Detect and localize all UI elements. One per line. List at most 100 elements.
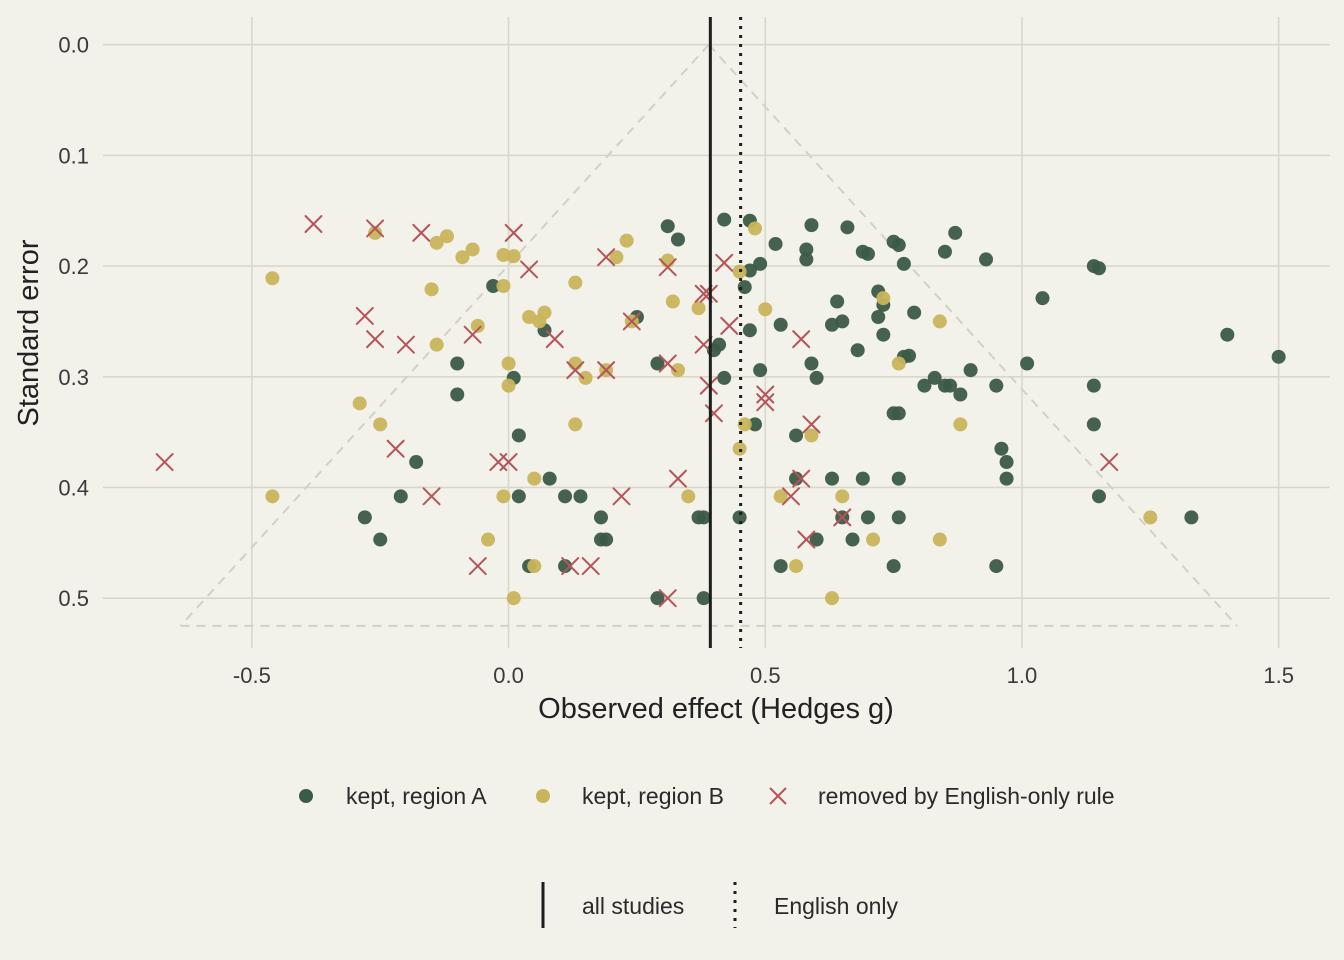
point-removed	[499, 453, 518, 472]
point-region-b	[506, 591, 521, 606]
point-region-b	[265, 271, 280, 286]
point-region-a	[891, 406, 906, 421]
point-region-b	[465, 242, 480, 257]
y-axis-title: Standard error	[13, 239, 45, 426]
point-region-a	[1086, 378, 1101, 393]
x-axis-title: Observed effect (Hedges g)	[538, 693, 894, 725]
point-removed	[355, 306, 374, 325]
point-region-a	[558, 559, 573, 574]
y-axis-ticks: 0.0 0.1 0.2 0.3 0.4 0.5	[58, 33, 89, 612]
point-region-a	[660, 219, 675, 234]
point-region-a	[840, 220, 855, 235]
point-region-a	[825, 471, 840, 486]
point-region-a	[891, 510, 906, 525]
point-removed	[386, 439, 405, 458]
point-region-a	[979, 252, 994, 267]
point-region-a	[1220, 327, 1235, 342]
point-region-a	[742, 323, 757, 338]
point-region-a	[860, 510, 875, 525]
point-region-a	[855, 471, 870, 486]
point-region-b	[670, 363, 685, 378]
x-tick-label: 0.0	[493, 663, 524, 688]
reference-lines	[708, 17, 743, 648]
point-removed	[504, 223, 523, 242]
point-region-a	[696, 591, 711, 606]
point-removed	[658, 258, 677, 277]
point-region-a	[860, 246, 875, 261]
funnel-right-edge	[708, 44, 1238, 627]
legend-marker-region-b	[536, 789, 550, 803]
point-region-b	[932, 314, 947, 329]
point-region-b	[758, 302, 773, 317]
point-region-a	[717, 370, 732, 385]
point-region-a	[804, 218, 819, 233]
point-region-a	[768, 236, 783, 251]
point-removed	[463, 325, 482, 344]
point-region-b	[527, 471, 542, 486]
point-region-a	[850, 343, 865, 358]
point-region-b	[455, 250, 470, 265]
point-region-a	[593, 510, 608, 525]
point-region-a	[1091, 489, 1106, 504]
point-region-b	[732, 441, 747, 456]
point-region-a	[999, 471, 1014, 486]
point-region-b	[681, 489, 696, 504]
point-removed	[802, 415, 821, 434]
series-2	[265, 221, 1158, 606]
point-removed	[304, 215, 323, 234]
point-removed	[720, 316, 739, 335]
point-region-b	[352, 396, 367, 411]
point-region-a	[1091, 261, 1106, 276]
point-region-b	[527, 559, 542, 574]
point-removed	[366, 330, 385, 349]
point-region-a	[696, 510, 711, 525]
point-region-b	[568, 356, 583, 371]
point-region-a	[948, 225, 963, 240]
point-region-b	[665, 294, 680, 309]
point-region-b	[373, 417, 388, 432]
legend-label-region-b: kept, region B	[582, 783, 724, 809]
point-region-a	[393, 489, 408, 504]
point-region-a	[937, 244, 952, 259]
point-region-a	[825, 317, 840, 332]
point-region-b	[265, 489, 280, 504]
point-region-a	[573, 489, 588, 504]
funnel-region	[179, 44, 1238, 627]
point-region-a	[927, 370, 942, 385]
point-region-a	[737, 280, 752, 295]
point-removed	[658, 589, 677, 608]
point-region-a	[1035, 291, 1050, 306]
point-region-b	[835, 489, 850, 504]
point-removed	[581, 557, 600, 576]
point-removed	[520, 260, 539, 279]
point-region-a	[943, 378, 958, 393]
point-removed	[792, 330, 811, 349]
point-removed	[658, 354, 677, 373]
point-region-a	[1086, 417, 1101, 432]
legend-label-english-only: English only	[774, 893, 899, 919]
point-region-a	[753, 363, 768, 378]
point-region-a	[789, 428, 804, 443]
funnel-left-edge	[179, 44, 710, 627]
point-region-a	[809, 532, 824, 547]
point-region-a	[748, 417, 763, 432]
x-tick-label: 1.0	[1007, 663, 1038, 688]
point-region-a	[450, 387, 465, 402]
point-region-b	[748, 221, 763, 236]
point-region-a	[999, 455, 1014, 470]
point-region-b	[506, 249, 521, 264]
point-removed	[797, 530, 816, 549]
point-region-b	[737, 417, 752, 432]
point-region-b	[773, 489, 788, 504]
point-removed	[792, 469, 811, 488]
point-region-b	[481, 532, 496, 547]
point-removed	[833, 508, 852, 527]
point-region-b	[429, 235, 444, 250]
point-region-a	[773, 559, 788, 574]
point-region-a	[511, 489, 526, 504]
point-region-a	[670, 232, 685, 247]
point-region-a	[409, 455, 424, 470]
point-region-a	[809, 370, 824, 385]
point-region-b	[804, 428, 819, 443]
